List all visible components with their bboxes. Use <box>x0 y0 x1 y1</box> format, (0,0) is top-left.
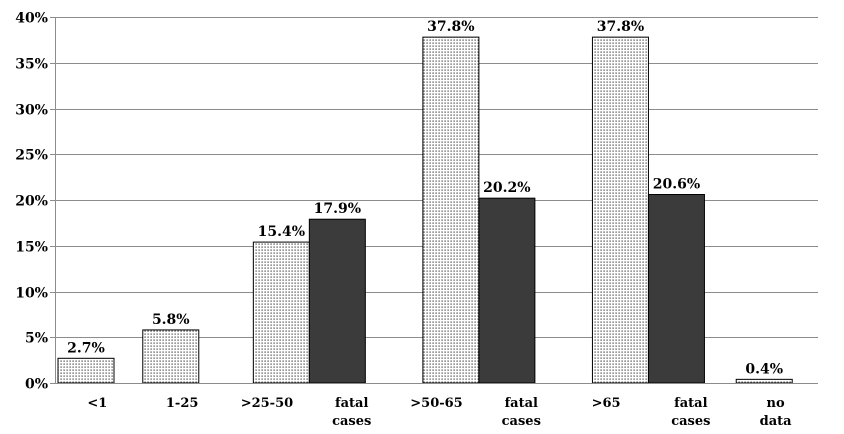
dotted-bar <box>252 241 310 384</box>
fatal-bar <box>308 218 366 384</box>
y-tick-label: 15% <box>15 240 48 256</box>
x-category-label: cases <box>671 414 710 429</box>
x-category-label: 1-25 <box>166 396 199 411</box>
y-tick-label: 40% <box>15 11 48 27</box>
data-label: 37.8% <box>597 19 644 35</box>
data-label: 0.4% <box>745 361 783 377</box>
y-tick-label: 35% <box>15 57 48 73</box>
x-category-label: fatal <box>505 396 538 411</box>
dotted-bar <box>591 36 649 384</box>
dotted-bar <box>735 378 793 384</box>
data-labels: 2.7% 5.8% 15.4% 17.9% 37.8% 20.2% 37.8% 20.6% 0.… <box>67 19 783 377</box>
axes <box>50 17 818 384</box>
x-category-label: >50-65 <box>410 396 462 411</box>
fatal-bar <box>647 194 705 384</box>
data-label: 17.9% <box>314 201 361 217</box>
data-label: 20.6% <box>653 177 700 193</box>
y-tick-label: 30% <box>15 103 48 119</box>
dotted-bar <box>422 36 480 384</box>
data-label: 5.8% <box>152 312 190 328</box>
data-label: 37.8% <box>427 19 474 35</box>
x-category-label: fatal <box>674 396 707 411</box>
y-tick-label: 20% <box>15 194 48 210</box>
y-tick-label: 25% <box>15 148 48 164</box>
x-category-label: >25-50 <box>241 396 293 411</box>
x-category-label: >65 <box>592 396 621 411</box>
x-category-label: cases <box>332 414 371 429</box>
dotted-bar <box>142 329 200 384</box>
data-label: 2.7% <box>67 340 105 356</box>
x-category-label: fatal <box>335 396 368 411</box>
y-tick-label: 5% <box>25 331 48 347</box>
x-axis-category-labels: <1 1-25 >25-50 fatal cases >50-65 fatal cases >6… <box>87 396 792 429</box>
y-tick-label: 0% <box>25 377 48 393</box>
bars <box>57 36 793 384</box>
y-tick-label: 10% <box>15 286 48 302</box>
dotted-bar <box>57 357 115 384</box>
x-category-label: no <box>767 396 785 411</box>
x-category-label: cases <box>502 414 541 429</box>
x-category-label: data <box>760 414 793 429</box>
y-axis-tick-labels: 0% 5% 10% 15% 20% 25% 30% 35% 40% <box>15 11 48 393</box>
x-category-label: <1 <box>87 396 107 411</box>
fatal-bar <box>478 197 536 384</box>
data-label: 15.4% <box>258 224 305 240</box>
data-label: 20.2% <box>483 180 530 196</box>
